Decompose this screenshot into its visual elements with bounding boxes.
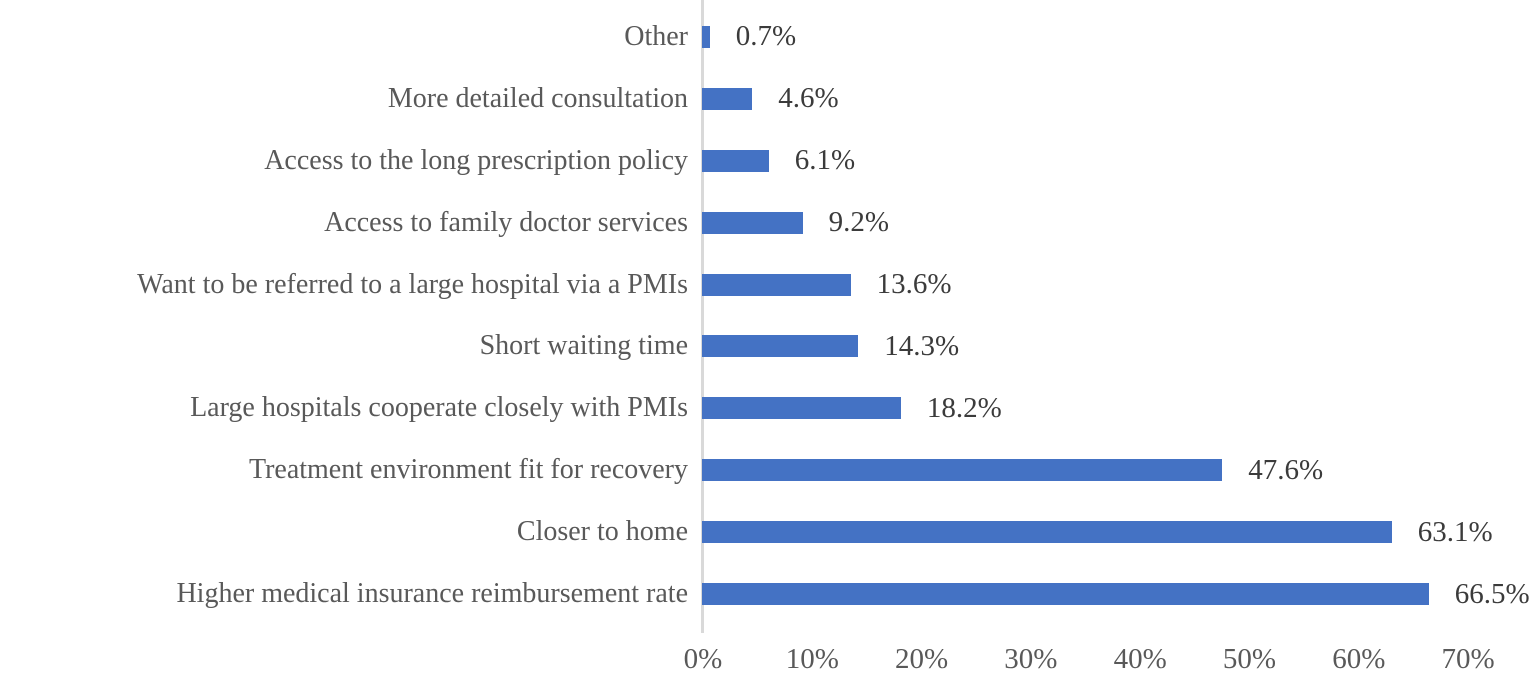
bar-row: Large hospitals cooperate closely with P… (0, 377, 1535, 439)
bar (702, 521, 1392, 544)
category-label: Other (624, 20, 688, 52)
bar (702, 459, 1223, 482)
value-label: 66.5% (1454, 577, 1530, 610)
x-tick-label: 50% (1222, 643, 1277, 675)
x-tick-label: 60% (1332, 643, 1386, 675)
x-tick-label: 20% (895, 643, 949, 675)
category-label: Access to the long prescription policy (264, 144, 688, 176)
x-axis-tick-labels: 0% 10% 20% 30% 40% 50% 60% 70% (684, 643, 1535, 680)
value-label: 6.1% (794, 144, 856, 177)
bar-row: Short waiting time 14.3% (0, 316, 1535, 378)
x-tick-label: 40% (1113, 643, 1167, 675)
bar-row: Closer to home 63.1% (0, 501, 1535, 563)
bar-row: More detailed consultation 4.6% (0, 68, 1535, 130)
bar (702, 87, 753, 110)
bar-area: 4.6% (702, 68, 1535, 130)
bar-area: 18.2% (702, 377, 1535, 439)
bar-area: 9.2% (702, 192, 1535, 254)
bar-area: 6.1% (702, 130, 1535, 192)
bar-row: Treatment environment fit for recovery 4… (0, 439, 1535, 501)
value-label: 14.3% (884, 329, 960, 362)
bar-rows-container: Other 0.7% More detailed consultation 4.… (0, 6, 1535, 625)
category-label: Higher medical insurance reimbursement r… (176, 578, 688, 610)
bar (702, 273, 851, 296)
value-label: 0.7% (735, 20, 797, 53)
bar-area: 47.6% (702, 439, 1535, 501)
bar (702, 25, 710, 48)
bar-row: Want to be referred to a large hospital … (0, 254, 1535, 316)
category-label: Want to be referred to a large hospital … (137, 268, 688, 300)
value-label: 47.6% (1248, 453, 1324, 486)
category-label: Large hospitals cooperate closely with P… (190, 392, 688, 424)
bar-area: 14.3% (702, 316, 1535, 378)
value-label: 4.6% (778, 82, 839, 115)
x-tick-label: 0% (683, 643, 723, 675)
category-label: Access to family doctor services (324, 206, 688, 238)
x-tick-label: 30% (1004, 643, 1058, 675)
bar (702, 397, 901, 420)
value-label: 18.2% (926, 391, 1002, 424)
bar-row: Access to the long prescription policy 6… (0, 130, 1535, 192)
value-label: 13.6% (876, 268, 952, 301)
bar-area: 66.5% (702, 563, 1535, 625)
bar (702, 211, 803, 234)
bar-row: Higher medical insurance reimbursement r… (0, 563, 1535, 625)
category-label: Closer to home (516, 516, 688, 548)
value-label: 63.1% (1417, 515, 1493, 548)
bar-row: Other 0.7% (0, 6, 1535, 68)
category-label: More detailed consultation (387, 82, 688, 114)
bar-row: Access to family doctor services 9.2% (0, 192, 1535, 254)
category-label: Treatment environment fit for recovery (248, 454, 688, 486)
bar-area: 63.1% (702, 501, 1535, 563)
x-tick-label: 10% (785, 643, 839, 675)
bar (702, 149, 769, 172)
bar (702, 335, 859, 358)
bar-area: 13.6% (702, 254, 1535, 316)
x-tick-label: 70% (1441, 643, 1495, 675)
bar (702, 583, 1429, 606)
bar-area: 0.7% (702, 6, 1535, 68)
category-label: Short waiting time (479, 330, 688, 362)
value-label: 9.2% (828, 206, 890, 239)
y-axis-line (701, 0, 704, 633)
